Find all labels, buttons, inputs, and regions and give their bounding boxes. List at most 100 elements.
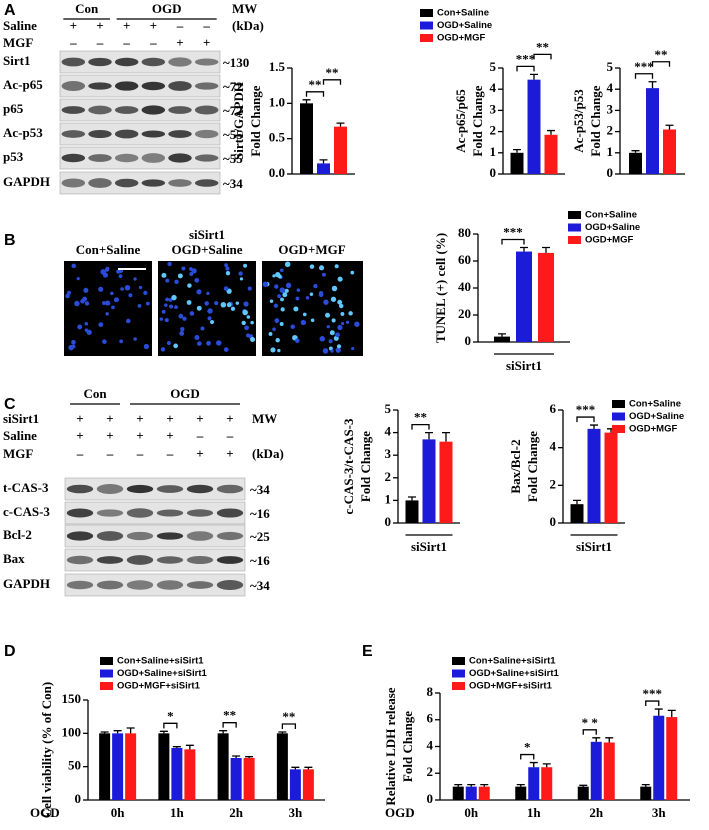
error-bar	[641, 783, 650, 787]
nucleus	[351, 346, 355, 351]
nucleus	[348, 311, 353, 316]
y-tick-label: 0	[550, 514, 557, 529]
y-tick-label: 1.5	[269, 59, 286, 74]
nucleus	[102, 301, 106, 306]
band	[96, 556, 124, 564]
band	[88, 105, 112, 115]
treatment-sign: +	[70, 18, 77, 33]
band	[61, 106, 86, 114]
y-tick-label: 4	[607, 80, 614, 95]
nucleus	[350, 270, 355, 275]
treatment-sign: +	[226, 446, 233, 461]
y-tick-label: 3	[607, 101, 614, 116]
nucleus	[161, 309, 166, 314]
band	[168, 130, 192, 138]
nucleus	[280, 307, 285, 312]
y-tick-label: 6	[550, 401, 557, 416]
blot-strip	[64, 573, 246, 597]
band	[61, 153, 86, 163]
band	[186, 555, 214, 565]
bar	[171, 748, 183, 800]
significance-bracket	[411, 423, 430, 430]
band	[114, 129, 139, 139]
nucleus	[189, 311, 195, 316]
treatment-sign: –	[122, 35, 130, 50]
blot-strip	[64, 524, 246, 548]
nucleus	[322, 348, 329, 354]
nucleus	[250, 320, 254, 325]
nucleus	[161, 272, 167, 278]
nucleus	[84, 322, 89, 326]
band	[126, 580, 154, 590]
legend-swatch	[100, 657, 113, 665]
error-bar	[185, 744, 194, 750]
nucleus	[235, 301, 240, 305]
band	[168, 81, 192, 91]
nucleus	[243, 263, 248, 268]
nucleus	[340, 312, 345, 316]
treatment-sign: –	[136, 446, 144, 461]
nucleus	[143, 290, 148, 296]
y-tick-label: 4	[490, 80, 497, 95]
nucleus	[102, 272, 109, 278]
legend-swatch	[452, 657, 465, 665]
y-tick-label: 50	[68, 758, 81, 773]
protein-label: p53	[3, 149, 24, 164]
error-bar	[232, 755, 241, 758]
nucleus	[145, 301, 150, 306]
protein-label: p65	[3, 101, 24, 116]
bar	[538, 252, 554, 342]
error-bar	[172, 746, 181, 748]
blot-strip	[59, 122, 221, 146]
treatment-sign: +	[136, 428, 143, 443]
y-tick-label: 4	[550, 439, 557, 454]
protein-label: Ac-p53	[3, 125, 43, 140]
nucleus	[224, 263, 228, 268]
nucleus	[329, 330, 335, 336]
significance-bracket	[651, 61, 671, 67]
band	[194, 82, 219, 90]
band	[216, 484, 244, 494]
nucleus	[207, 316, 212, 321]
bar	[663, 129, 676, 174]
error-bar	[579, 784, 588, 787]
nucleus	[280, 268, 284, 273]
mw-header: MW	[232, 1, 257, 16]
nucleus	[167, 261, 172, 267]
band	[88, 82, 112, 90]
nucleus	[318, 265, 325, 271]
nucleus	[279, 322, 284, 326]
legend-swatch	[452, 682, 465, 690]
nucleus	[128, 293, 133, 298]
significance-bracket	[634, 73, 654, 79]
band	[88, 57, 112, 67]
nucleus	[111, 305, 115, 310]
nucleus	[197, 341, 202, 346]
nucleus	[345, 320, 350, 324]
nucleus	[321, 272, 326, 277]
nucleus	[328, 339, 333, 344]
band	[141, 179, 166, 187]
nucleus	[196, 305, 202, 311]
significance-label: ***	[576, 402, 596, 417]
nucleus	[330, 349, 334, 353]
panel-label: B	[4, 232, 16, 249]
significance-bracket	[222, 722, 237, 728]
significance-bracket	[281, 723, 297, 729]
legend-label: OGD+MGF	[437, 33, 485, 44]
y-tick-label: 100	[62, 724, 82, 739]
mw-label: ~16	[250, 553, 270, 568]
x-axis-label: OGD	[30, 805, 60, 820]
nucleus	[337, 324, 343, 331]
treatment-sign: –	[96, 35, 104, 50]
band	[186, 531, 214, 541]
protein-label: Ac-p65	[3, 77, 43, 92]
nucleus	[180, 326, 185, 332]
y-axis-label: Fold Change	[248, 85, 263, 156]
x-tick-label: 0h	[111, 805, 126, 820]
band	[66, 531, 94, 541]
y-tick-label: 0.0	[269, 165, 285, 180]
bar	[230, 758, 242, 800]
error-bar	[113, 730, 122, 734]
bar	[452, 786, 464, 800]
